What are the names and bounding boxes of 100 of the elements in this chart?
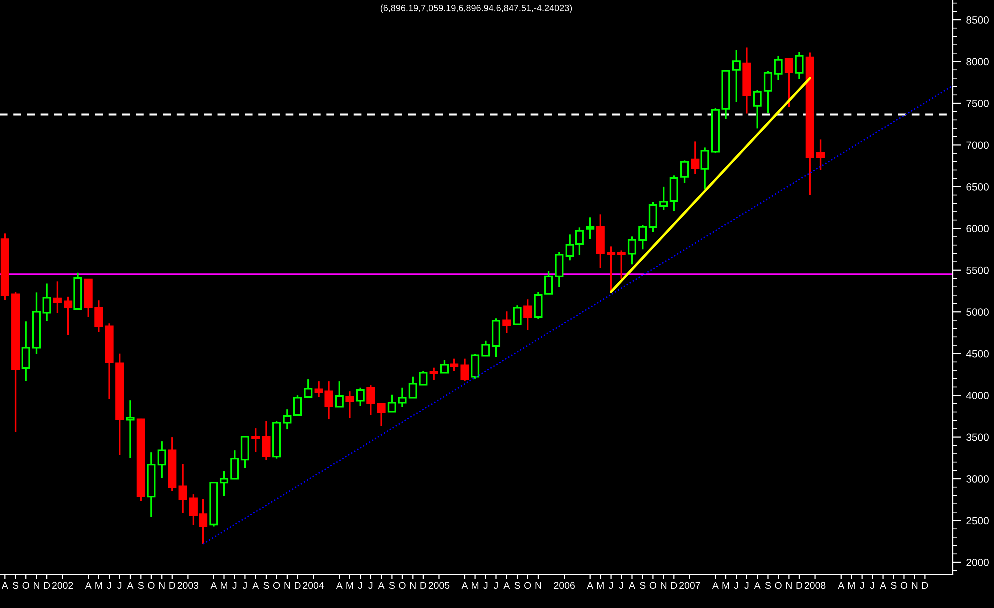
y-tick-label: 7500 xyxy=(966,100,989,108)
x-tick-label: O xyxy=(650,582,657,590)
x-tick-label: A xyxy=(754,582,761,589)
x-tick-label: S xyxy=(264,582,270,590)
x-tick-label: A xyxy=(127,582,134,589)
x-tick-label: M xyxy=(848,582,855,589)
candlestick xyxy=(366,384,376,416)
candlestick xyxy=(795,51,804,80)
x-tick-label: J xyxy=(494,582,498,590)
x-tick-label: N xyxy=(159,582,165,589)
y-tick-label: 8000 xyxy=(966,58,989,66)
x-tick-label: 2008 xyxy=(804,582,826,590)
x-tick-label: N xyxy=(536,582,542,589)
x-tick-label: N xyxy=(912,582,918,589)
x-tick-label: A xyxy=(378,582,385,589)
candlestick xyxy=(648,201,658,234)
candlestick xyxy=(346,390,354,420)
candlestick xyxy=(638,224,648,250)
candlestick xyxy=(774,55,783,82)
x-tick-label: S xyxy=(12,582,19,590)
x-tick-label: J xyxy=(734,582,738,590)
x-tick-label: S xyxy=(640,582,646,590)
y-tick-label: 2500 xyxy=(966,517,989,525)
y-tick-label: 3500 xyxy=(966,434,989,442)
x-tick-label: A xyxy=(336,582,343,589)
x-tick-label: J xyxy=(118,582,122,590)
candlestick xyxy=(660,186,668,212)
x-tick-label: D xyxy=(671,582,678,589)
x-tick-label: D xyxy=(420,582,426,589)
x-tick-label: M xyxy=(346,582,354,589)
candlestick xyxy=(450,358,459,372)
candlestick xyxy=(670,174,678,212)
x-tick-label: D xyxy=(922,582,928,589)
candlestick xyxy=(356,387,365,408)
x-tick-label: N xyxy=(661,582,667,589)
y-tick-label: 7000 xyxy=(966,142,989,150)
x-tick-label: A xyxy=(462,582,468,589)
x-tick-label: O xyxy=(524,582,532,590)
x-tick-label: D xyxy=(44,582,50,589)
candlestick xyxy=(293,394,302,416)
x-tick-label: A xyxy=(838,582,845,589)
candlestick xyxy=(513,304,522,326)
x-tick-label: S xyxy=(891,582,897,590)
candlestick xyxy=(42,282,52,322)
candlestick xyxy=(430,367,438,382)
x-tick-label: J xyxy=(484,582,488,590)
y-tick-label: 6500 xyxy=(966,183,989,191)
candlestick xyxy=(482,340,490,358)
candlestick xyxy=(617,250,626,280)
x-tick-label: 2003 xyxy=(178,582,199,590)
x-tick-label: O xyxy=(273,582,280,590)
x-tick-label: D xyxy=(295,582,301,589)
x-tick-label: J xyxy=(860,582,864,590)
x-tick-label: J xyxy=(107,582,112,590)
candlestick xyxy=(178,464,188,514)
candlestick xyxy=(240,436,250,470)
candlestick xyxy=(53,280,62,314)
candlestick xyxy=(502,310,512,334)
x-tick-label: S xyxy=(514,582,520,590)
candlestick xyxy=(377,402,386,428)
x-tick-label: S xyxy=(765,582,772,590)
x-tick-label: O xyxy=(148,582,155,590)
candlestick xyxy=(816,138,826,172)
x-tick-label: M xyxy=(96,582,102,589)
candlestick xyxy=(64,296,73,336)
candlestick xyxy=(283,408,292,430)
x-tick-label: A xyxy=(712,582,719,589)
candlestick xyxy=(440,360,450,374)
x-tick-label: 2007 xyxy=(680,582,700,590)
candlestick xyxy=(753,89,762,130)
x-tick-label: O xyxy=(775,582,782,590)
x-tick-label: D xyxy=(796,582,803,589)
candlestick xyxy=(607,246,616,294)
candlestick xyxy=(230,450,240,480)
x-tick-label: N xyxy=(34,582,40,589)
x-tick-label: 2002 xyxy=(52,582,74,590)
x-tick-label: A xyxy=(2,582,8,589)
x-tick-label: J xyxy=(368,582,373,590)
x-tick-label: 2006 xyxy=(554,582,575,590)
x-tick-label: A xyxy=(587,582,594,589)
candlestick xyxy=(304,378,313,398)
x-tick-label: J xyxy=(358,582,362,590)
x-tick-label: N xyxy=(410,582,416,589)
candlestick xyxy=(784,58,794,108)
candlestick xyxy=(764,70,773,114)
candlestick xyxy=(471,353,480,380)
x-tick-label: O xyxy=(399,582,406,590)
candlestick xyxy=(22,320,30,382)
x-tick-label: 2005 xyxy=(428,582,450,590)
candlestick xyxy=(555,252,564,288)
x-tick-label: J xyxy=(744,582,749,590)
x-tick-label: 2004 xyxy=(303,582,324,590)
candlestick xyxy=(252,428,260,454)
candlestick xyxy=(700,146,710,191)
x-tick-label: J xyxy=(619,582,624,590)
candlestick xyxy=(262,420,271,462)
x-tick-label: J xyxy=(609,582,614,590)
candlestick xyxy=(691,140,700,176)
y-tick-label: 5000 xyxy=(966,308,989,316)
x-tick-label: S xyxy=(389,582,395,590)
